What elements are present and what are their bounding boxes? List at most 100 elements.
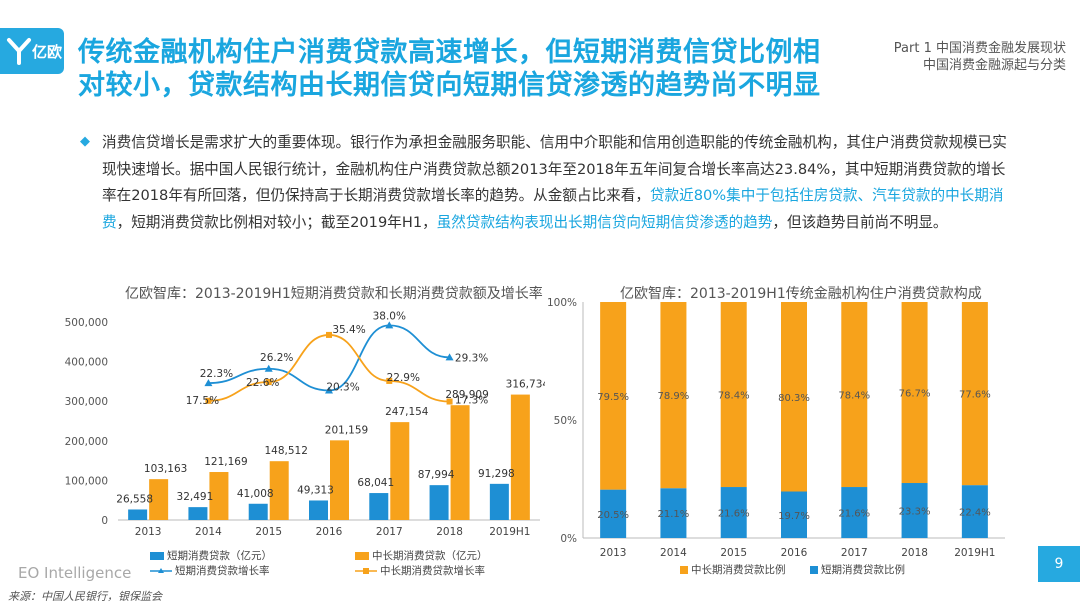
right-y-tick-label: 100% — [547, 297, 577, 309]
right-x-tick-label: 2015 — [720, 547, 747, 559]
short-ratio-bar — [660, 488, 687, 538]
short-growth-point — [445, 353, 454, 361]
short-growth-point — [325, 386, 333, 394]
legend-short-line: 短期消费贷款增长率 — [150, 563, 270, 578]
short-loan-bar-label: 87,994 — [418, 469, 455, 481]
long-loan-bar-label: 289,909 — [445, 389, 488, 401]
long-loan-bar-label: 121,169 — [204, 456, 247, 468]
long-ratio-bar — [720, 302, 747, 488]
short-growth-point — [204, 379, 213, 387]
diamond-bullet-icon: ◆ — [80, 134, 90, 149]
long-growth-point — [205, 397, 212, 404]
short-ratio-label: 21.6% — [838, 509, 870, 520]
short-ratio-bar — [901, 483, 928, 538]
left-chart-title: 亿欧智库：2013-2019H1短期消费贷款和长期消费贷款额及增长率 — [125, 286, 543, 302]
para-text-3: ，但该趋势目前尚不明显。 — [772, 213, 948, 231]
short-loan-bar — [188, 507, 208, 520]
short-loan-bar — [429, 485, 449, 520]
section-label: Part 1 中国消费金融发展现状 中国消费金融源起与分类 — [894, 40, 1066, 74]
long-ratio-label: 78.4% — [838, 391, 870, 402]
short-loan-bar-label: 41,008 — [237, 488, 274, 500]
long-loan-bar-label: 201,159 — [325, 424, 368, 436]
short-growth-point — [264, 364, 273, 372]
long-ratio-bar — [600, 302, 627, 490]
section-part: Part 1 中国消费金融发展现状 — [893, 41, 1066, 56]
title-line-1: 传统金融机构住户消费贷款高速增长，但短期消费信贷比例相 — [78, 37, 821, 68]
short-loan-bar-label: 49,313 — [297, 484, 334, 496]
long-ratio-label: 78.4% — [718, 391, 750, 402]
long-ratio-bar — [901, 302, 928, 484]
right-chart: 0% 50% 100% 2013 20.5% 79.5% 2014 21.1% 78.9% 201… — [547, 297, 1005, 559]
short-loan-bar — [489, 483, 509, 520]
long-growth-label: 22.6% — [246, 377, 279, 389]
left-x-tick-label: 2014 — [195, 526, 222, 538]
logo-text: 亿欧 — [32, 43, 63, 61]
long-loan-bar — [390, 422, 410, 520]
short-ratio-bar — [781, 491, 807, 538]
left-y-tick-label: 200,000 — [65, 436, 108, 448]
title-line-2: 对较小，贷款结构由长期信贷向短期信贷渗透的趋势尚不明显 — [78, 70, 821, 101]
short-ratio-label: 20.5% — [597, 510, 629, 521]
short-loan-bar-label: 32,491 — [177, 491, 214, 503]
long-ratio-label: 78.9% — [658, 391, 690, 402]
right-chart-title: 亿欧智库：2013-2019H1传统金融机构住户消费贷款构成 — [620, 286, 982, 302]
right-x-tick-label: 2017 — [841, 547, 868, 559]
page-number: 9 — [1038, 546, 1080, 582]
right-chart-legend: 中长期消费贷款比例 短期消费贷款比例 — [680, 562, 1000, 578]
right-x-tick-label: 2014 — [660, 547, 687, 559]
legend-long-ratio: 中长期消费贷款比例 — [680, 562, 786, 577]
left-x-tick-label: 2016 — [316, 526, 343, 538]
para-text-1: 消费信贷增长是需求扩大的重要体现。银行作为承担金融服务职能、信用中介职能和信用创… — [102, 134, 1007, 204]
long-growth-point — [386, 377, 393, 384]
long-ratio-bar — [841, 302, 868, 488]
long-loan-bar — [450, 405, 470, 520]
right-x-tick-label: 2019H1 — [954, 547, 995, 559]
long-loan-bar — [330, 440, 349, 520]
long-loan-bar — [209, 472, 229, 520]
body-paragraph: 消费信贷增长是需求扩大的重要体现。银行作为承担金融服务职能、信用中介职能和信用创… — [102, 130, 1012, 236]
right-x-tick-label: 2016 — [781, 547, 808, 559]
left-chart: 0 100,000 200,000 300,000 400,000 500,000 2013… — [65, 310, 545, 538]
left-y-tick-label: 100,000 — [65, 475, 108, 487]
long-growth-label: 17.3% — [455, 395, 488, 407]
right-y-tick-label: 0% — [560, 533, 577, 545]
brand-logo: 亿欧 — [0, 28, 64, 74]
right-x-tick-label: 2018 — [901, 547, 928, 559]
left-x-tick-label: 2018 — [436, 526, 463, 538]
short-growth-label: 22.3% — [200, 368, 233, 380]
short-loan-bar — [309, 500, 328, 520]
short-ratio-bar — [720, 487, 747, 538]
short-loan-bar — [369, 493, 389, 520]
short-ratio-bar — [600, 489, 627, 538]
left-y-tick-label: 300,000 — [65, 396, 108, 408]
short-growth-point — [385, 321, 394, 329]
long-ratio-label: 79.5% — [597, 392, 629, 403]
short-growth-label: 26.2% — [260, 352, 293, 364]
long-loan-bar — [269, 461, 289, 520]
left-x-tick-label: 2019H1 — [489, 526, 530, 538]
short-loan-bar-label: 68,041 — [357, 477, 394, 489]
short-ratio-label: 21.1% — [658, 509, 690, 520]
long-growth-label: 17.5% — [186, 395, 219, 407]
short-ratio-bar — [961, 485, 988, 538]
long-ratio-bar — [660, 302, 687, 489]
page-title: 传统金融机构住户消费贷款高速增长，但短期消费信贷比例相 对较小，贷款结构由长期信… — [78, 36, 838, 102]
short-loan-bar — [128, 509, 148, 520]
long-ratio-bar — [961, 302, 988, 486]
left-y-tick-label: 500,000 — [65, 317, 108, 329]
long-ratio-label: 80.3% — [778, 393, 810, 404]
short-loan-bar-label: 91,298 — [478, 468, 515, 480]
section-sub: 中国消费金融源起与分类 — [922, 58, 1066, 73]
long-ratio-label: 76.7% — [899, 389, 931, 400]
long-growth-label: 22.9% — [387, 372, 420, 384]
long-loan-bar-label: 247,154 — [385, 406, 429, 418]
legend-long-bar: 中长期消费贷款（亿元） — [355, 548, 488, 563]
right-x-tick-label: 2013 — [600, 547, 627, 559]
long-loan-bar-label: 148,512 — [265, 445, 308, 457]
short-ratio-label: 23.3% — [899, 507, 931, 518]
legend-long-line: 中长期消费贷款增长率 — [355, 563, 485, 578]
right-y-tick-label: 50% — [554, 415, 577, 427]
long-ratio-bar — [781, 302, 807, 492]
left-x-tick-label: 2015 — [255, 526, 282, 538]
left-y-tick-label: 0 — [101, 515, 108, 527]
